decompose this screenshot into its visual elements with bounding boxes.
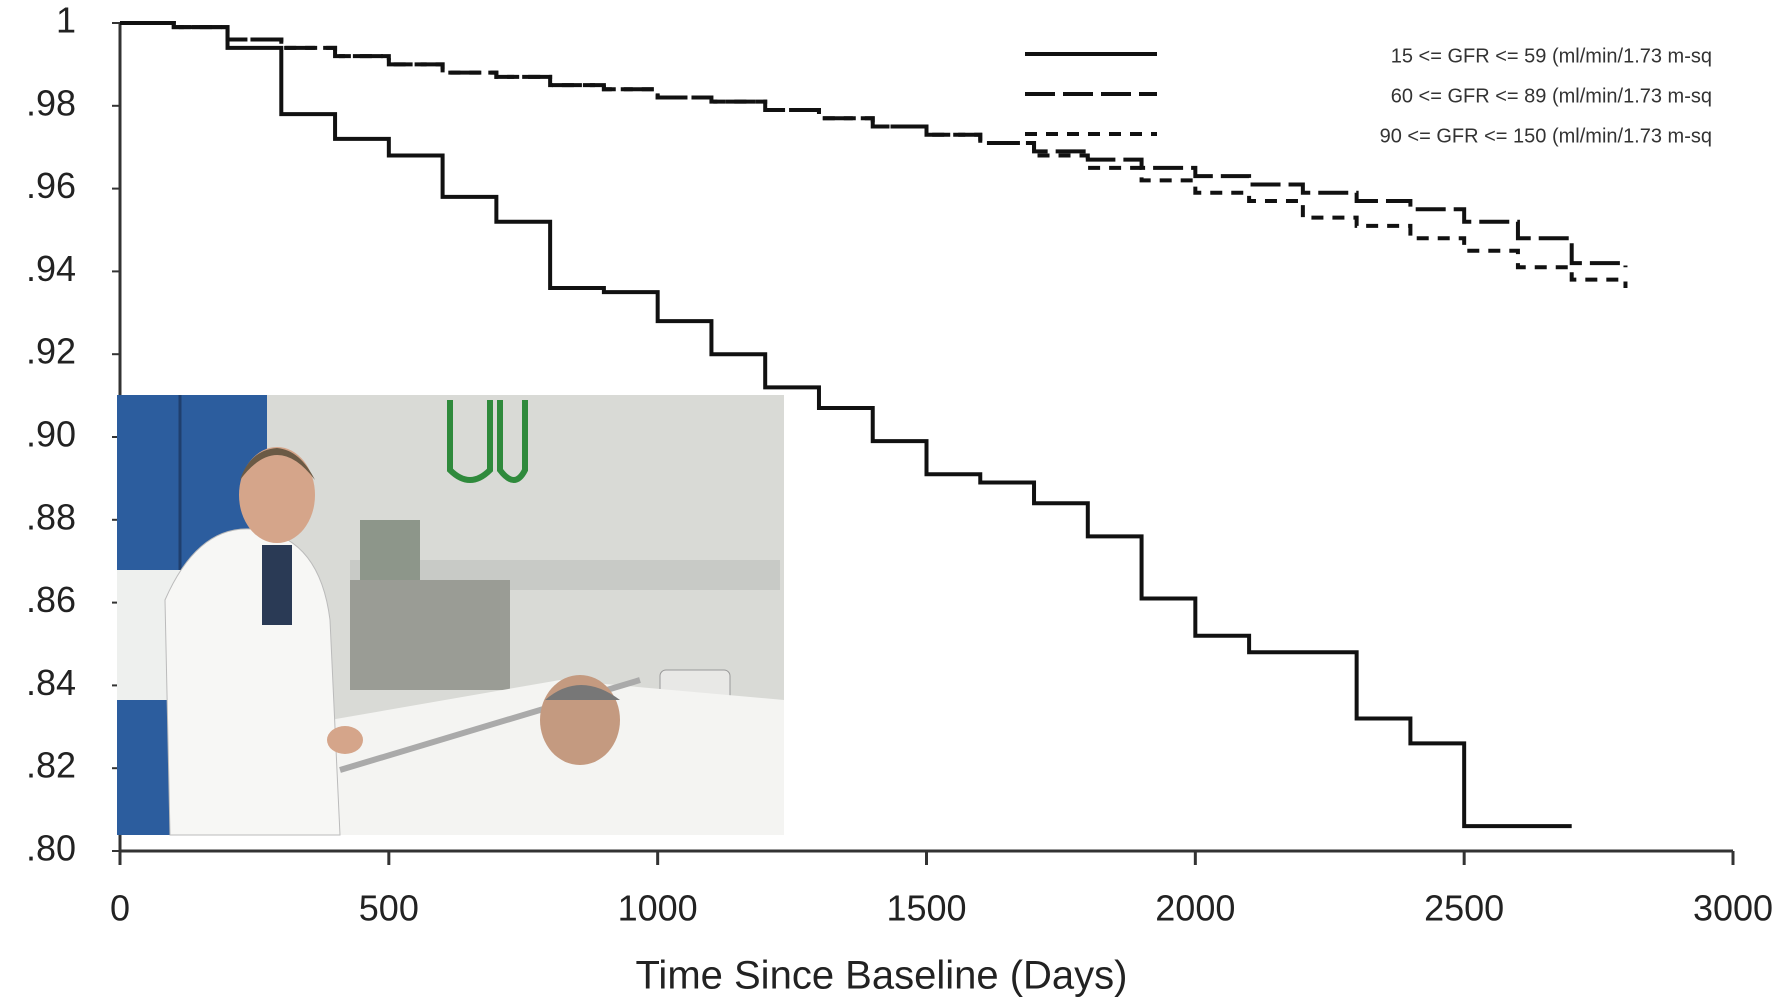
y-tick-label: .90 [26,414,76,455]
survival-line [120,21,1572,829]
y-tick-label: .88 [26,496,76,537]
legend-label: 15 <= GFR <= 59 (ml/min/1.73 m-sq [1391,45,1712,67]
x-tick-label: 2000 [1155,888,1235,929]
y-tick-label: .80 [26,828,76,869]
legend-label: 90 <= GFR <= 150 (ml/min/1.73 m-sq [1380,125,1712,147]
y-tick-label: 1 [56,0,76,41]
y-tick-label: .82 [26,745,76,786]
x-tick-label: 2500 [1424,888,1504,929]
y-tick-label: .92 [26,331,76,372]
x-tick-label: 1500 [886,888,966,929]
survival-line [120,21,1628,288]
y-tick-label: .86 [26,579,76,620]
y-tick-label: .96 [26,165,76,206]
x-tick-label: 1000 [618,888,698,929]
y-tick-label: .94 [26,248,76,289]
x-tick-label: 500 [359,888,419,929]
y-tick-label: .84 [26,662,76,703]
x-tick-label: 0 [110,888,130,929]
x-tick-label: 3000 [1693,888,1773,929]
y-tick-label: .98 [26,82,76,123]
legend-label: 60 <= GFR <= 89 (ml/min/1.73 m-sq [1391,85,1712,107]
x-axis-title: Time Since Baseline (Days) [635,954,1127,998]
inset-photo [117,395,784,836]
